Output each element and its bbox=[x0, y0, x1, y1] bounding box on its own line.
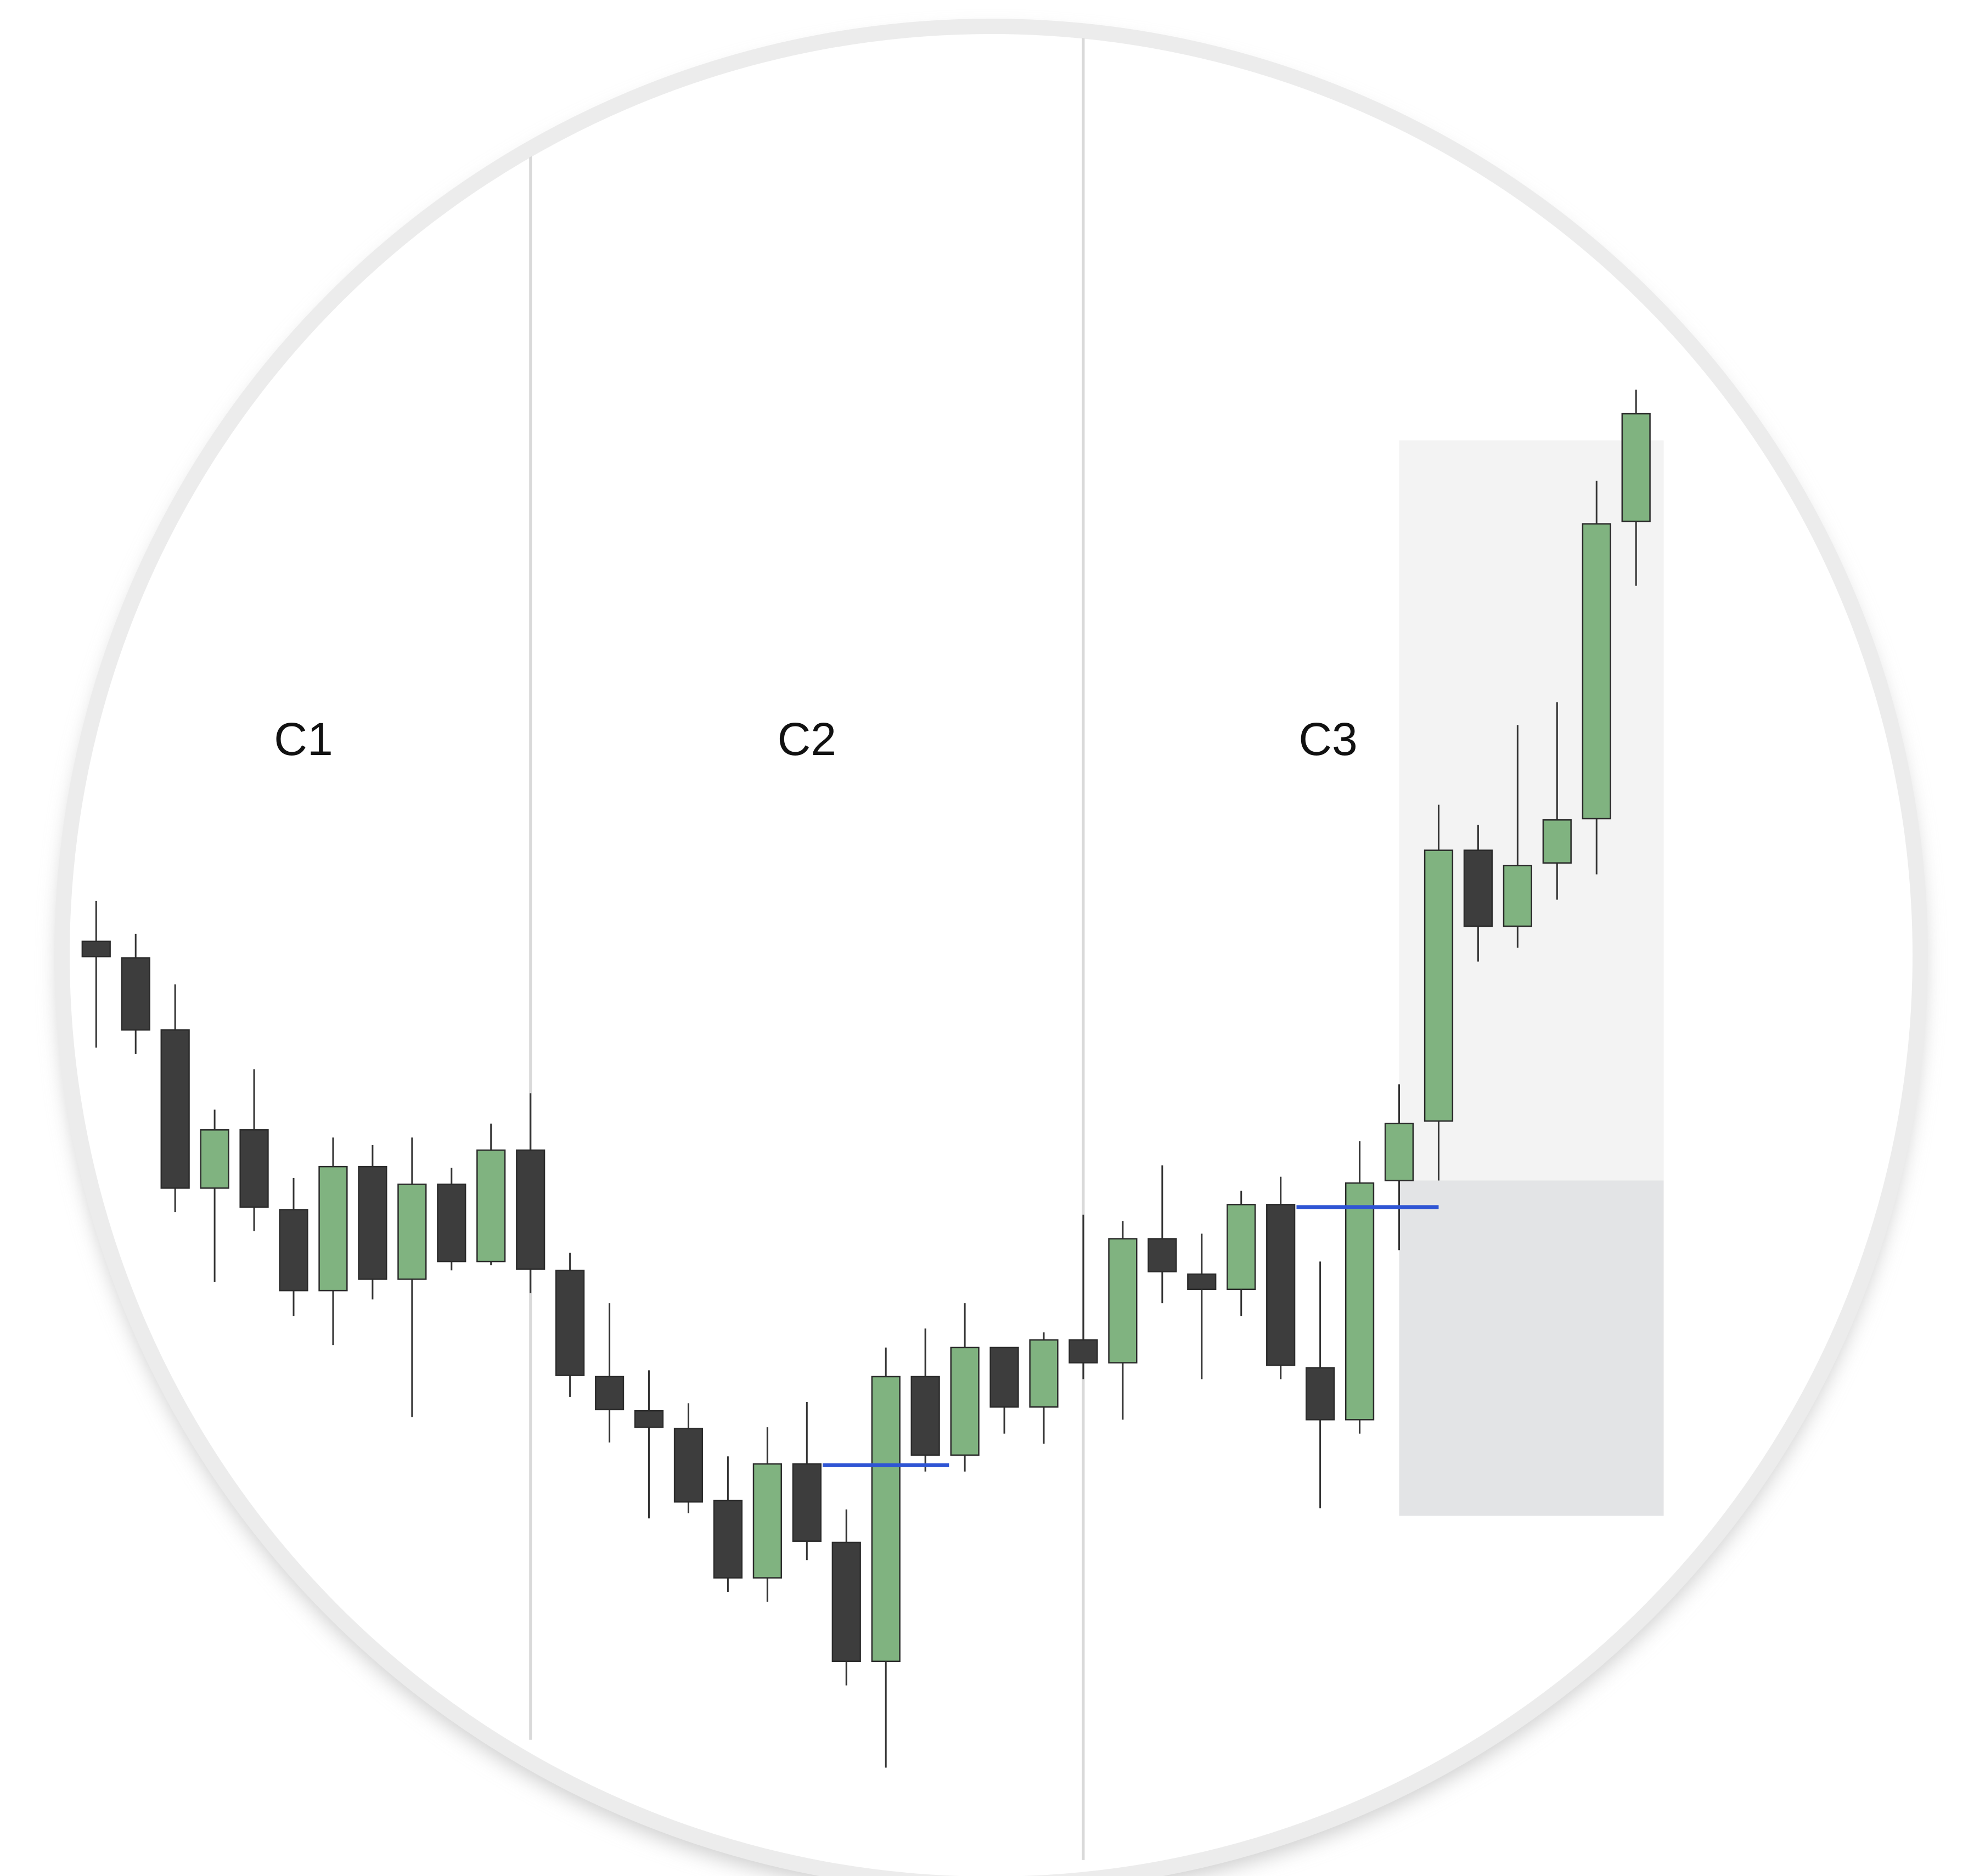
candle-body bbox=[318, 1165, 348, 1292]
candle-body bbox=[516, 1149, 545, 1270]
candle-body bbox=[1542, 819, 1572, 864]
zone bbox=[1399, 1180, 1664, 1516]
candle-body bbox=[160, 1029, 190, 1189]
candle-body bbox=[1108, 1238, 1138, 1364]
candle-body bbox=[1621, 413, 1651, 522]
candle-body bbox=[1187, 1273, 1217, 1291]
candle-body bbox=[1384, 1123, 1414, 1181]
candle-body bbox=[634, 1410, 664, 1428]
candle-body bbox=[1345, 1182, 1375, 1421]
candle-body bbox=[871, 1376, 901, 1663]
candle-body bbox=[437, 1184, 466, 1263]
candle-body bbox=[397, 1184, 427, 1280]
candle-body bbox=[1306, 1367, 1335, 1421]
candle-body bbox=[358, 1165, 387, 1280]
section-label: C2 bbox=[778, 713, 836, 765]
candle-body bbox=[121, 957, 150, 1031]
candle-body bbox=[81, 940, 111, 957]
section-label: C1 bbox=[274, 713, 333, 765]
candle-body bbox=[1503, 865, 1532, 927]
candle-body bbox=[476, 1149, 506, 1263]
candle-body bbox=[239, 1129, 269, 1208]
candle-body bbox=[594, 1376, 625, 1411]
candle-body bbox=[1068, 1339, 1098, 1364]
candle-body bbox=[752, 1463, 782, 1579]
candle-body bbox=[1029, 1339, 1059, 1408]
candle-body bbox=[1227, 1204, 1256, 1291]
candle-body bbox=[1148, 1238, 1177, 1272]
candle-body bbox=[989, 1347, 1019, 1408]
candle-body bbox=[200, 1129, 229, 1189]
plot: C1 C2 C3 bbox=[81, 35, 1664, 1860]
candle-body bbox=[279, 1209, 308, 1292]
candle-body bbox=[910, 1376, 940, 1456]
candle-body bbox=[1582, 523, 1611, 820]
candle-body bbox=[792, 1463, 822, 1542]
candle-body bbox=[555, 1269, 585, 1376]
candle-body bbox=[1266, 1204, 1296, 1366]
candle-body bbox=[1424, 849, 1454, 1122]
section-label: C3 bbox=[1298, 713, 1357, 765]
candle-body bbox=[831, 1541, 861, 1663]
candle-body bbox=[673, 1428, 704, 1503]
candle-body bbox=[950, 1347, 980, 1456]
candle-body bbox=[713, 1500, 743, 1579]
candle-body bbox=[1463, 849, 1493, 927]
